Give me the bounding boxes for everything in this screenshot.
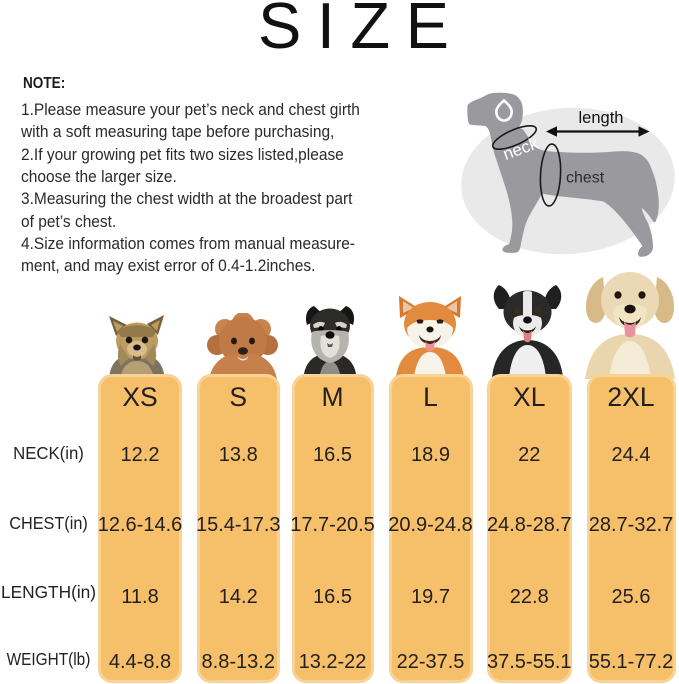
svg-text:chest: chest [566,170,605,187]
svg-text:length: length [579,109,624,127]
